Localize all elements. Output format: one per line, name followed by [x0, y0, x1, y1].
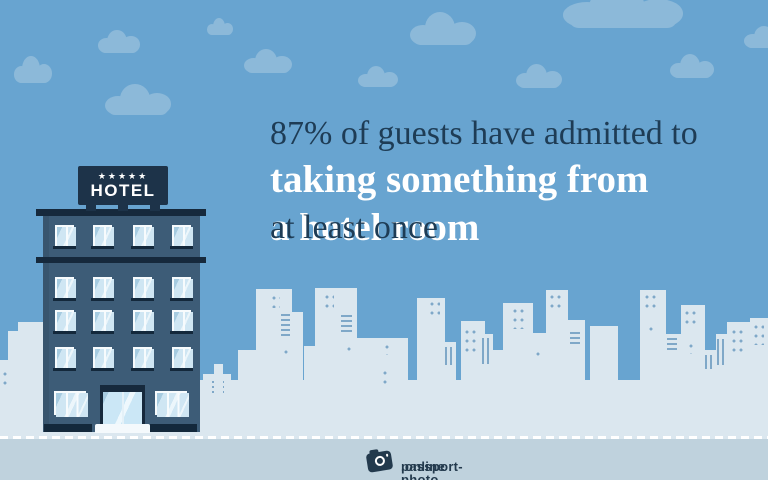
headline: 87% of guests have admitted to taking so… [270, 111, 750, 249]
skyline-building [546, 290, 568, 440]
cloud-icon [516, 63, 562, 88]
skyline-window-marks [754, 325, 764, 345]
skyline-building [256, 289, 292, 440]
skyline-building [640, 290, 666, 440]
skyline-window-marks [550, 295, 562, 313]
skyline-building [443, 342, 456, 440]
skyline-building [590, 326, 618, 440]
skyline-window-marks [536, 352, 540, 358]
skyline-window-marks [717, 339, 726, 365]
skyline-window-marks [341, 315, 352, 335]
skyline-window-marks [732, 330, 744, 354]
skyline-building [238, 350, 258, 440]
skyline-window-marks [430, 302, 440, 316]
cloud-icon [98, 29, 140, 53]
skyline-building [355, 338, 408, 440]
skyline-window-marks [685, 311, 697, 329]
skyline-building [532, 333, 546, 440]
skyline-building [214, 364, 223, 440]
headline-line3-bold: a hotel room [270, 206, 480, 249]
skyline-window-marks [385, 345, 391, 355]
skyline-building [493, 350, 503, 440]
skyline-window-marks [281, 314, 291, 336]
camera-icon [365, 449, 394, 473]
skyline-building [704, 350, 716, 440]
skyline-window-marks [705, 355, 714, 369]
headline-line3-regular: at least once [270, 209, 439, 246]
skyline-building [290, 312, 303, 440]
skyline-window-marks [347, 347, 352, 355]
brand-name-line1: passport-photo [401, 459, 463, 480]
cloud-icon [670, 53, 714, 78]
brand-name-line2: .online [401, 459, 445, 474]
skyline-window-marks [383, 371, 390, 385]
skyline-window-marks [325, 295, 334, 309]
cloud-icon [14, 56, 52, 83]
cloud-icon [563, 0, 683, 28]
brand-logo: passport-photo .online [0, 447, 768, 480]
skyline-window-marks [649, 327, 654, 335]
skyline-window-marks [570, 332, 580, 346]
skyline-window-marks [667, 338, 677, 352]
skyline-window-marks [482, 338, 491, 364]
road-dashed-line [0, 436, 768, 439]
skyline-window-marks [689, 344, 694, 354]
skyline-building [665, 334, 681, 440]
skyline-window-marks [645, 295, 657, 313]
cloud-icon [744, 25, 768, 48]
skyline-window-marks [3, 372, 9, 388]
skyline-building [315, 288, 357, 440]
cloud-icon [105, 84, 171, 115]
skyline-building [304, 346, 316, 440]
skyline-building [417, 298, 445, 440]
headline-line2: taking something from [270, 158, 649, 201]
skyline-building [18, 322, 48, 440]
skyline-window-marks [513, 309, 525, 329]
skyline-window-marks [284, 350, 289, 358]
headline-line1: 87% of guests have admitted to [270, 115, 698, 152]
cloud-icon [207, 17, 233, 35]
cloud-icon [410, 12, 476, 45]
cloud-icon [358, 65, 398, 87]
skyline-window-marks [445, 347, 454, 365]
skyline-window-marks [465, 330, 477, 356]
skyline-window-marks [272, 296, 280, 308]
cloud-icon [244, 48, 292, 73]
skyline-building [8, 331, 21, 440]
skyline-building [750, 318, 768, 440]
skyline-building [568, 320, 585, 440]
